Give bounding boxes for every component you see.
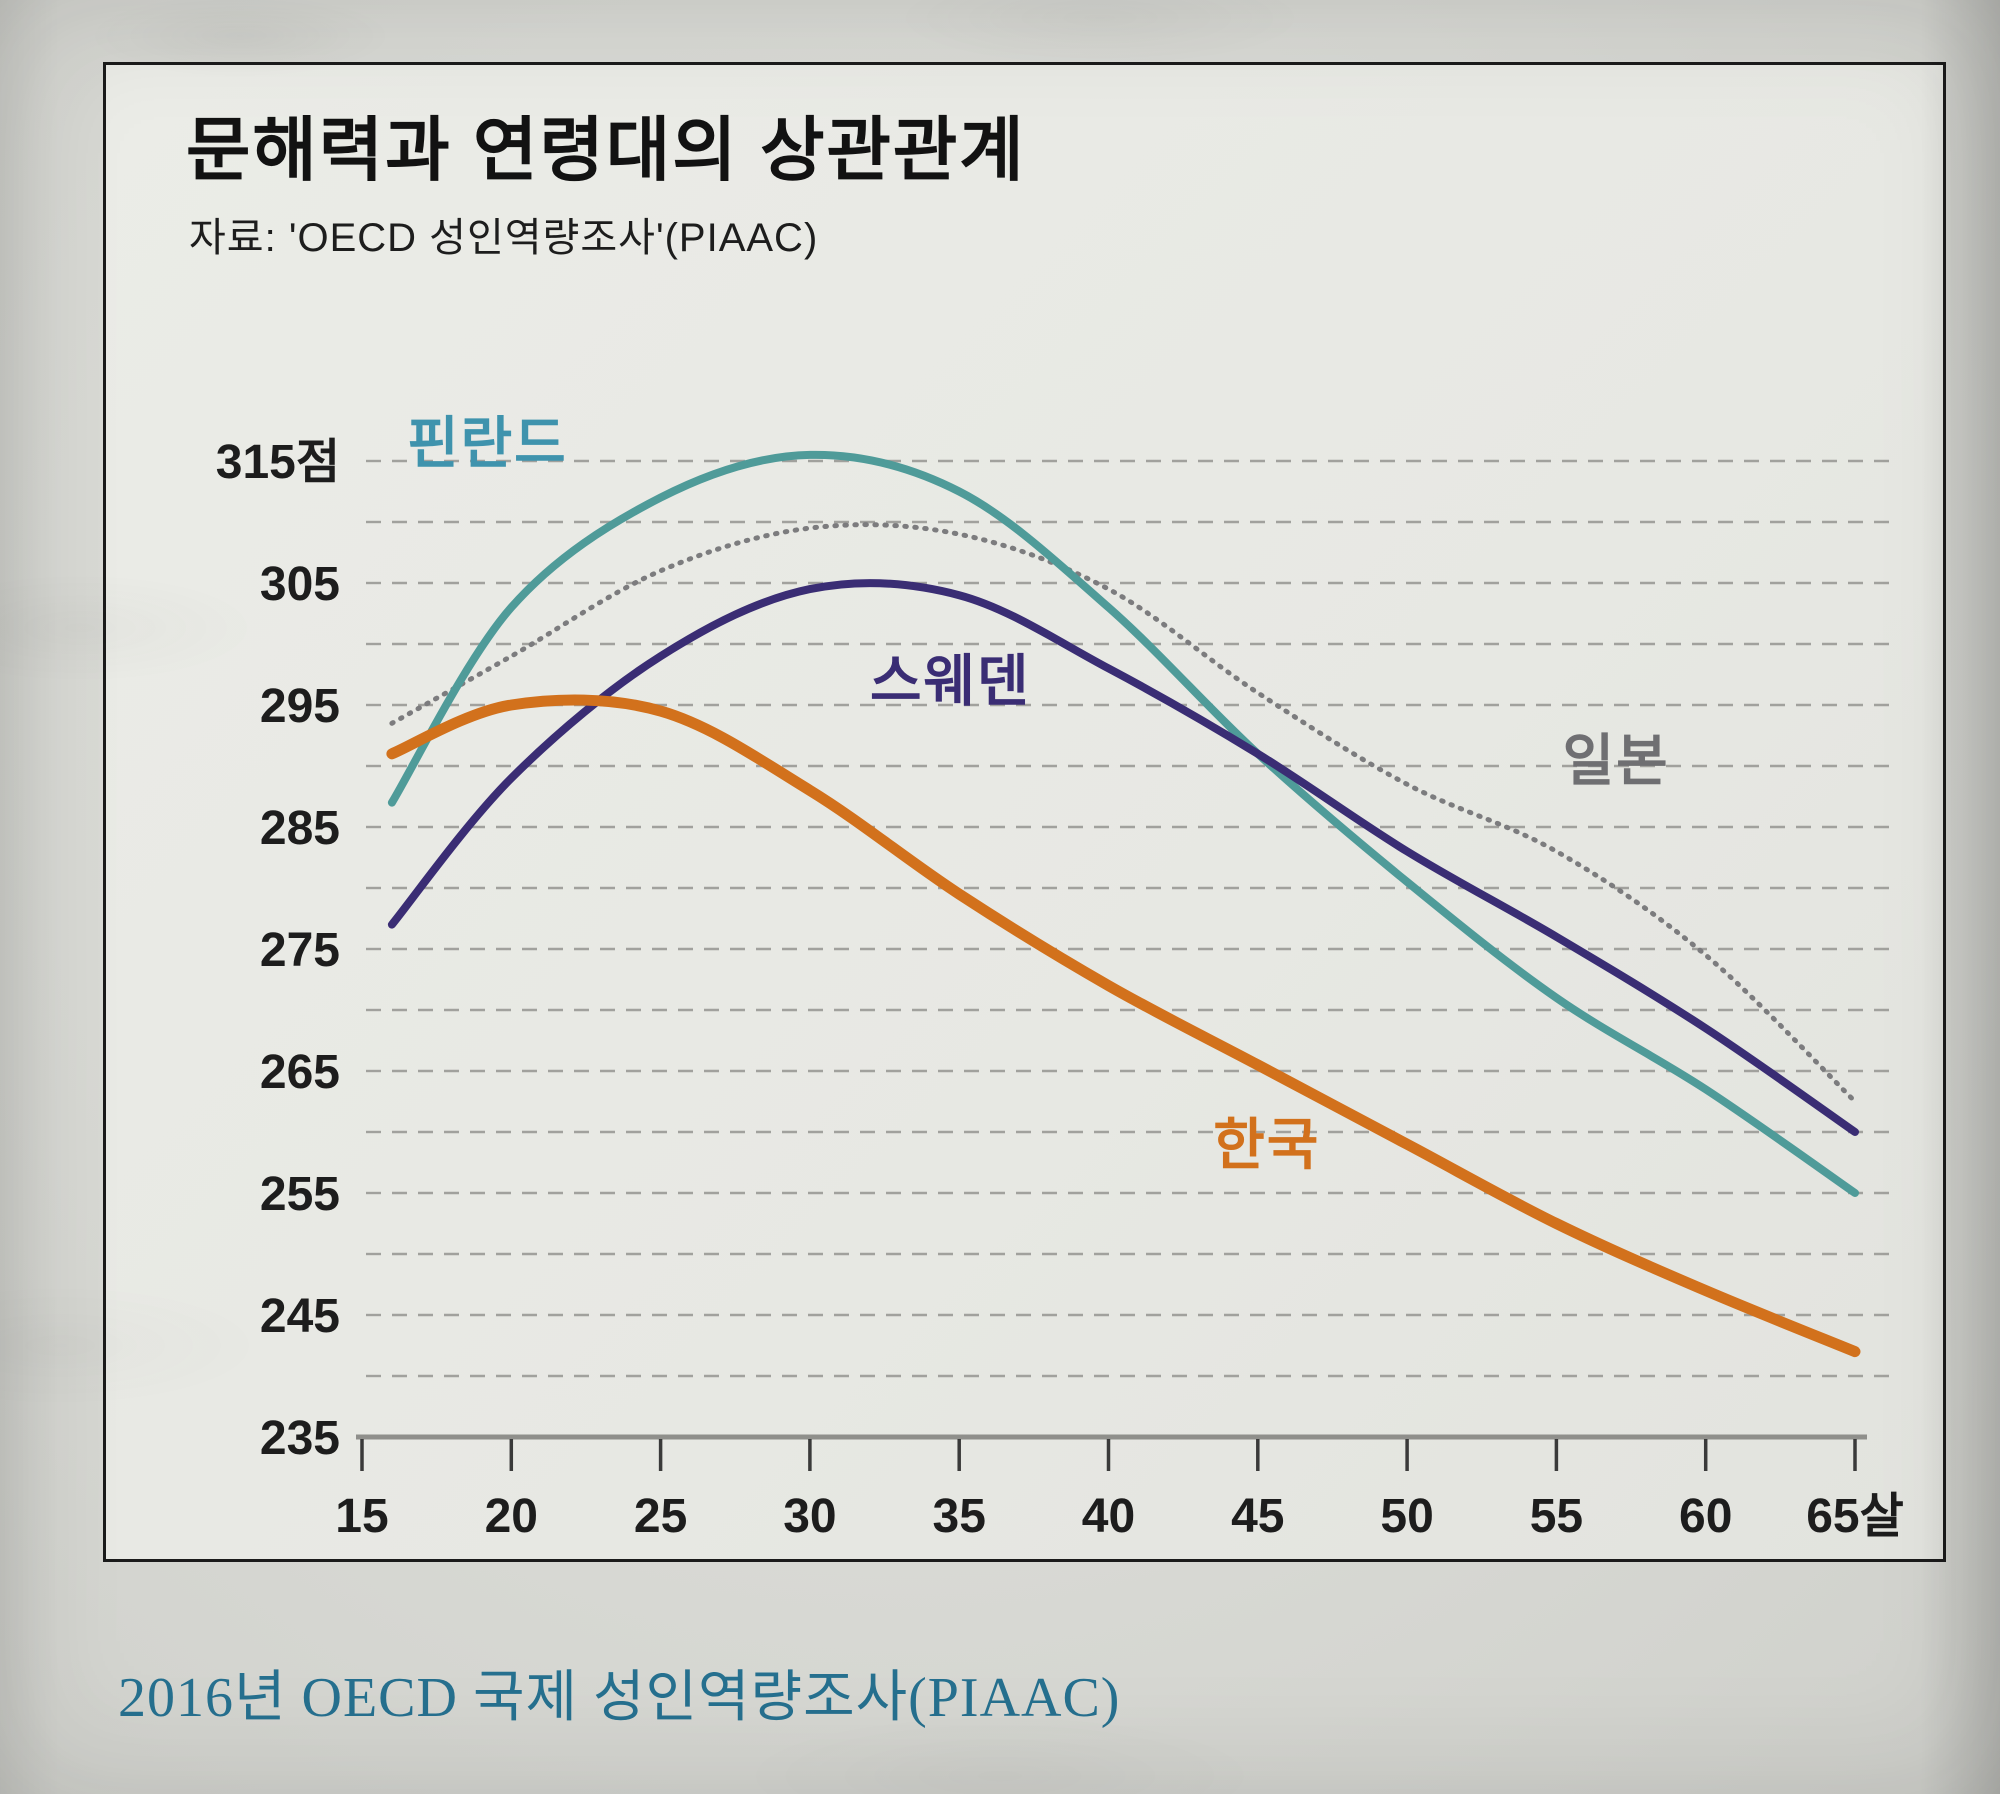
chart-title: 문해력과 연령대의 상관관계 xyxy=(186,111,1026,189)
chart-panel: 문해력과 연령대의 상관관계 자료: 'OECD 성인역량조사'(PIAAC) xyxy=(103,62,1946,1562)
figure-caption: 2016년 OECD 국제 성인역량조사(PIAAC) xyxy=(118,1667,1121,1729)
chart-source: 자료: 'OECD 성인역량조사'(PIAAC) xyxy=(189,216,819,261)
